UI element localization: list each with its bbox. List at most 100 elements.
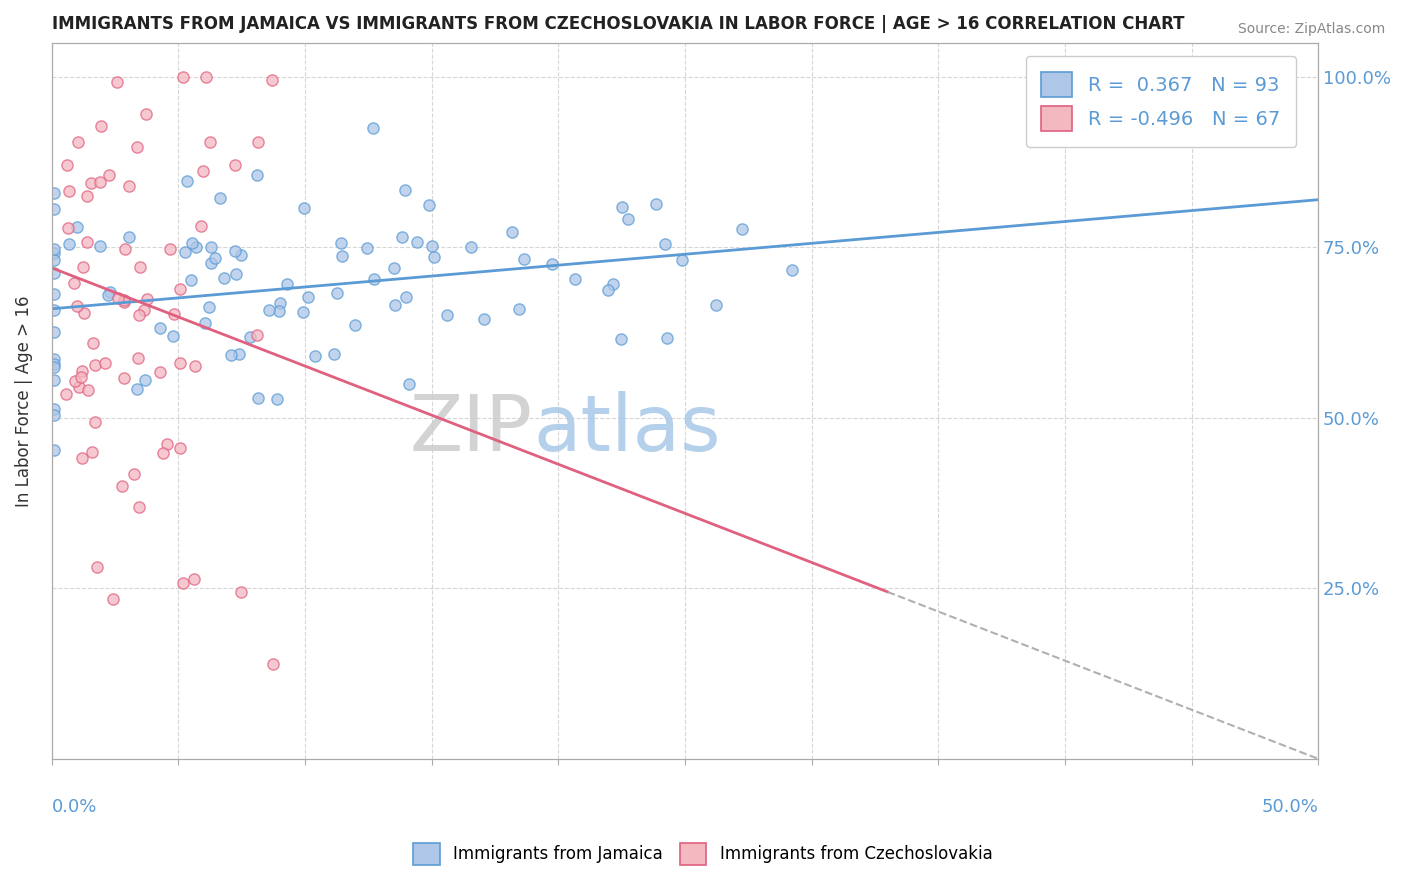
Point: [101, 592, 124, 607]
Point: [129, 260, 152, 275]
Point: [122, 467, 145, 482]
Text: ZIP: ZIP: [411, 392, 533, 467]
Point: [229, 585, 252, 599]
Point: [395, 290, 418, 304]
Point: [436, 308, 458, 322]
Point: [344, 318, 367, 332]
Point: [55, 158, 77, 172]
Point: [100, 285, 122, 299]
Point: [111, 479, 134, 493]
Point: [112, 295, 135, 310]
Point: [67, 379, 90, 393]
Point: [183, 572, 205, 586]
Point: [58, 184, 80, 198]
Point: [76, 189, 98, 203]
Point: [276, 277, 298, 292]
Legend: Immigrants from Jamaica, Immigrants from Czechoslovakia: Immigrants from Jamaica, Immigrants from…: [405, 835, 1001, 873]
Point: [193, 164, 215, 178]
Point: [135, 106, 157, 120]
Point: [44, 202, 66, 216]
Point: [612, 200, 634, 214]
Point: [76, 384, 98, 398]
Point: [176, 174, 198, 188]
Point: [162, 329, 184, 343]
Point: [44, 373, 66, 387]
Y-axis label: In Labor Force | Age > 16: In Labor Force | Age > 16: [15, 295, 32, 507]
Point: [423, 250, 446, 264]
Point: [460, 240, 482, 254]
Text: 50.0%: 50.0%: [1261, 798, 1319, 816]
Point: [330, 249, 353, 263]
Point: [73, 306, 96, 320]
Point: [224, 158, 246, 172]
Point: [291, 304, 314, 318]
Point: [246, 328, 269, 343]
Point: [204, 252, 226, 266]
Point: [44, 408, 66, 422]
Point: [112, 293, 135, 307]
Point: [394, 184, 416, 198]
Point: [118, 178, 141, 193]
Point: [44, 242, 66, 256]
Point: [97, 287, 120, 301]
Point: [418, 197, 440, 211]
Point: [127, 382, 149, 396]
Point: [190, 219, 212, 234]
Point: [269, 296, 291, 310]
Point: [44, 325, 66, 339]
Point: [540, 257, 562, 271]
Point: [82, 336, 104, 351]
Point: [44, 359, 66, 374]
Point: [127, 139, 149, 153]
Point: [134, 373, 156, 387]
Point: [304, 349, 326, 363]
Point: [564, 272, 586, 286]
Point: [645, 197, 668, 211]
Point: [135, 292, 157, 306]
Point: [209, 190, 232, 204]
Point: [152, 446, 174, 460]
Point: [200, 136, 222, 150]
Point: [198, 300, 221, 314]
Point: [58, 236, 80, 251]
Point: [229, 248, 252, 262]
Point: [70, 369, 93, 384]
Point: [322, 347, 344, 361]
Point: [66, 299, 89, 313]
Point: [89, 175, 111, 189]
Point: [79, 176, 101, 190]
Point: [326, 285, 349, 300]
Point: [246, 135, 269, 149]
Point: [184, 239, 207, 253]
Point: [224, 244, 246, 258]
Point: [262, 73, 284, 87]
Point: [44, 402, 66, 417]
Point: [228, 347, 250, 361]
Point: [44, 186, 66, 200]
Point: [238, 330, 260, 344]
Point: [508, 301, 530, 316]
Point: [63, 276, 86, 290]
Point: [513, 252, 536, 267]
Point: [128, 308, 150, 322]
Point: [55, 387, 77, 401]
Point: [66, 220, 89, 235]
Text: Source: ZipAtlas.com: Source: ZipAtlas.com: [1237, 22, 1385, 37]
Point: [70, 364, 93, 378]
Point: [391, 230, 413, 244]
Point: [44, 286, 66, 301]
Text: atlas: atlas: [533, 392, 720, 467]
Point: [602, 277, 624, 291]
Point: [501, 225, 523, 239]
Point: [72, 451, 94, 466]
Point: [671, 253, 693, 268]
Point: [44, 357, 66, 371]
Point: [112, 371, 135, 385]
Point: [163, 307, 186, 321]
Point: [156, 437, 179, 451]
Point: [363, 272, 385, 286]
Point: [127, 351, 149, 365]
Point: [107, 291, 129, 305]
Point: [330, 236, 353, 251]
Point: [180, 272, 202, 286]
